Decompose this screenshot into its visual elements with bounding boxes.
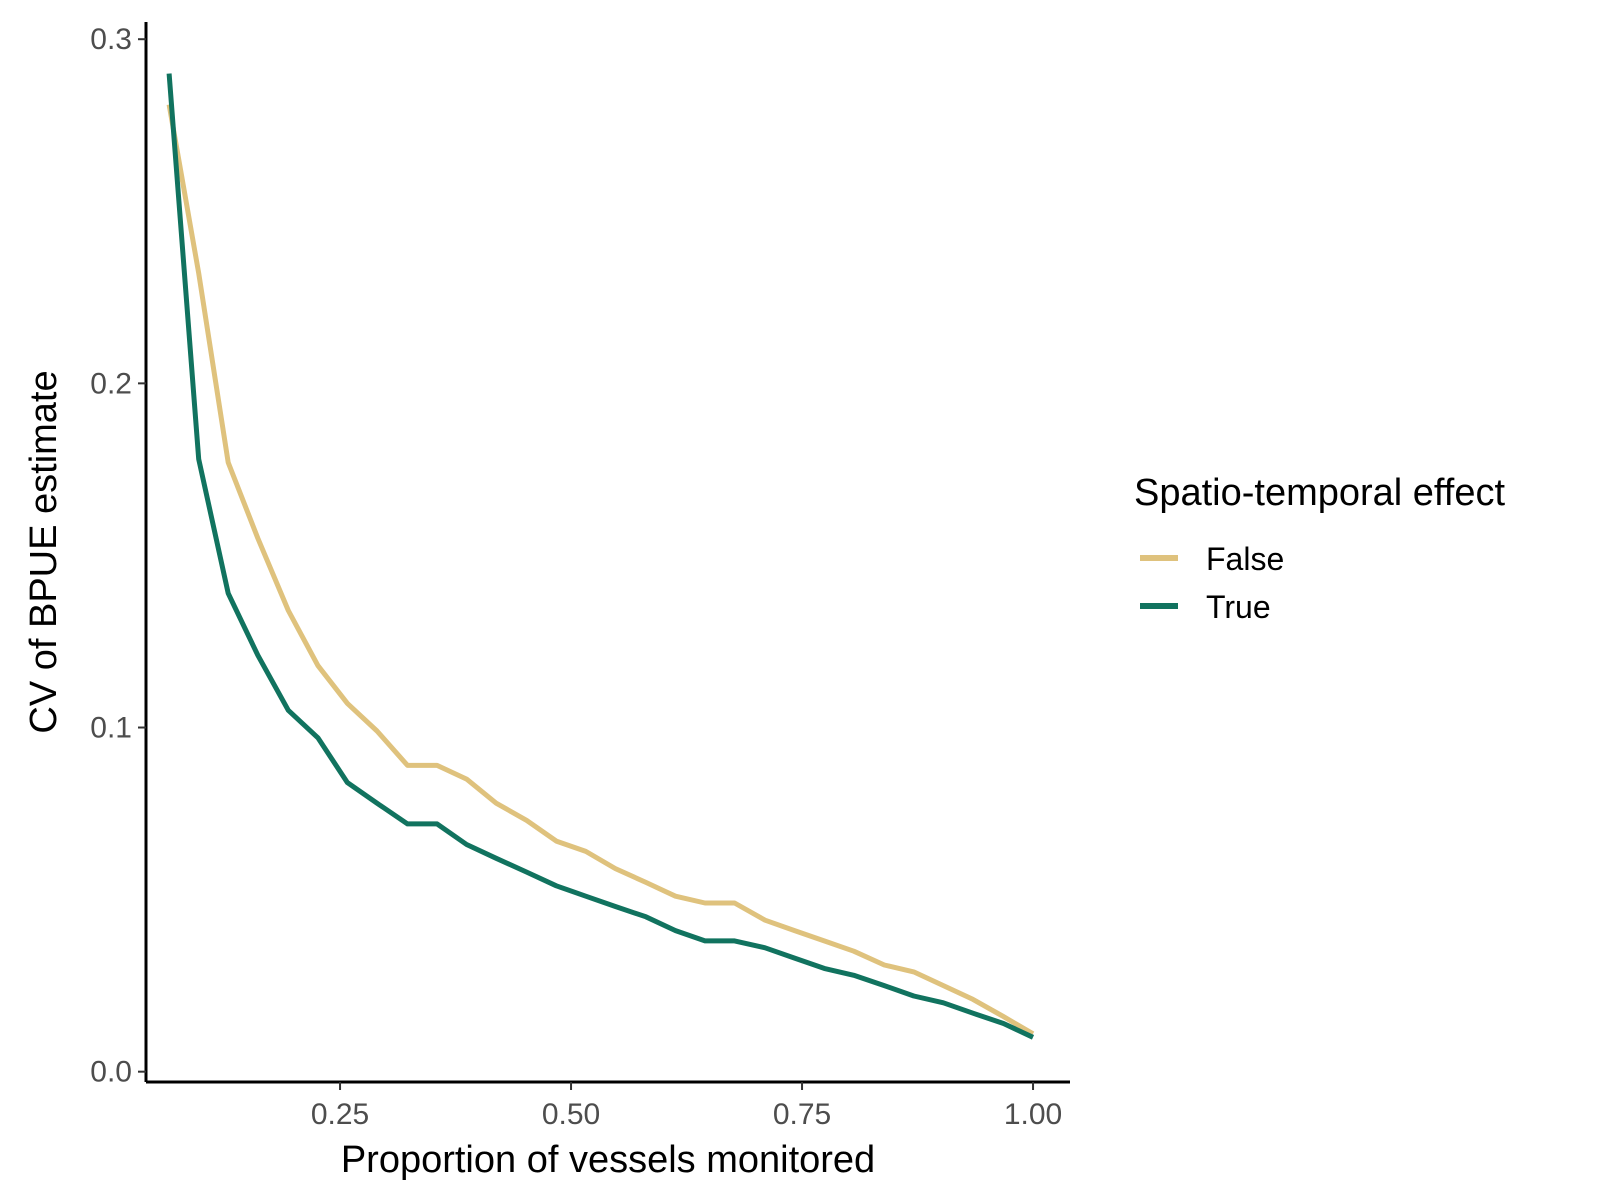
x-axis-ticks: 0.25 0.50 0.75 1.00: [311, 1082, 1062, 1131]
y-tick-label: 0.2: [90, 367, 132, 400]
x-tick-label: 1.00: [1004, 1098, 1062, 1131]
legend: Spatio-temporal effect False True: [1134, 472, 1505, 625]
y-axis-ticks: 0.0 0.1 0.2 0.3: [90, 23, 146, 1089]
series-line-true: [166, 73, 1035, 1040]
y-tick-label: 0.0: [90, 1056, 132, 1089]
y-axis-title: CV of BPUE estimate: [23, 370, 65, 733]
x-tick-label: 0.50: [542, 1098, 600, 1131]
y-tick-label: 0.1: [90, 712, 132, 745]
legend-label-true: True: [1206, 589, 1271, 625]
x-axis-title: Proportion of vessels monitored: [341, 1139, 875, 1181]
series-line-false: [166, 104, 1035, 1036]
legend-label-false: False: [1206, 541, 1284, 577]
plot-area: [166, 73, 1035, 1040]
legend-title: Spatio-temporal effect: [1134, 472, 1505, 514]
y-tick-label: 0.3: [90, 23, 132, 56]
x-tick-label: 0.75: [773, 1098, 831, 1131]
x-tick-label: 0.25: [311, 1098, 369, 1131]
